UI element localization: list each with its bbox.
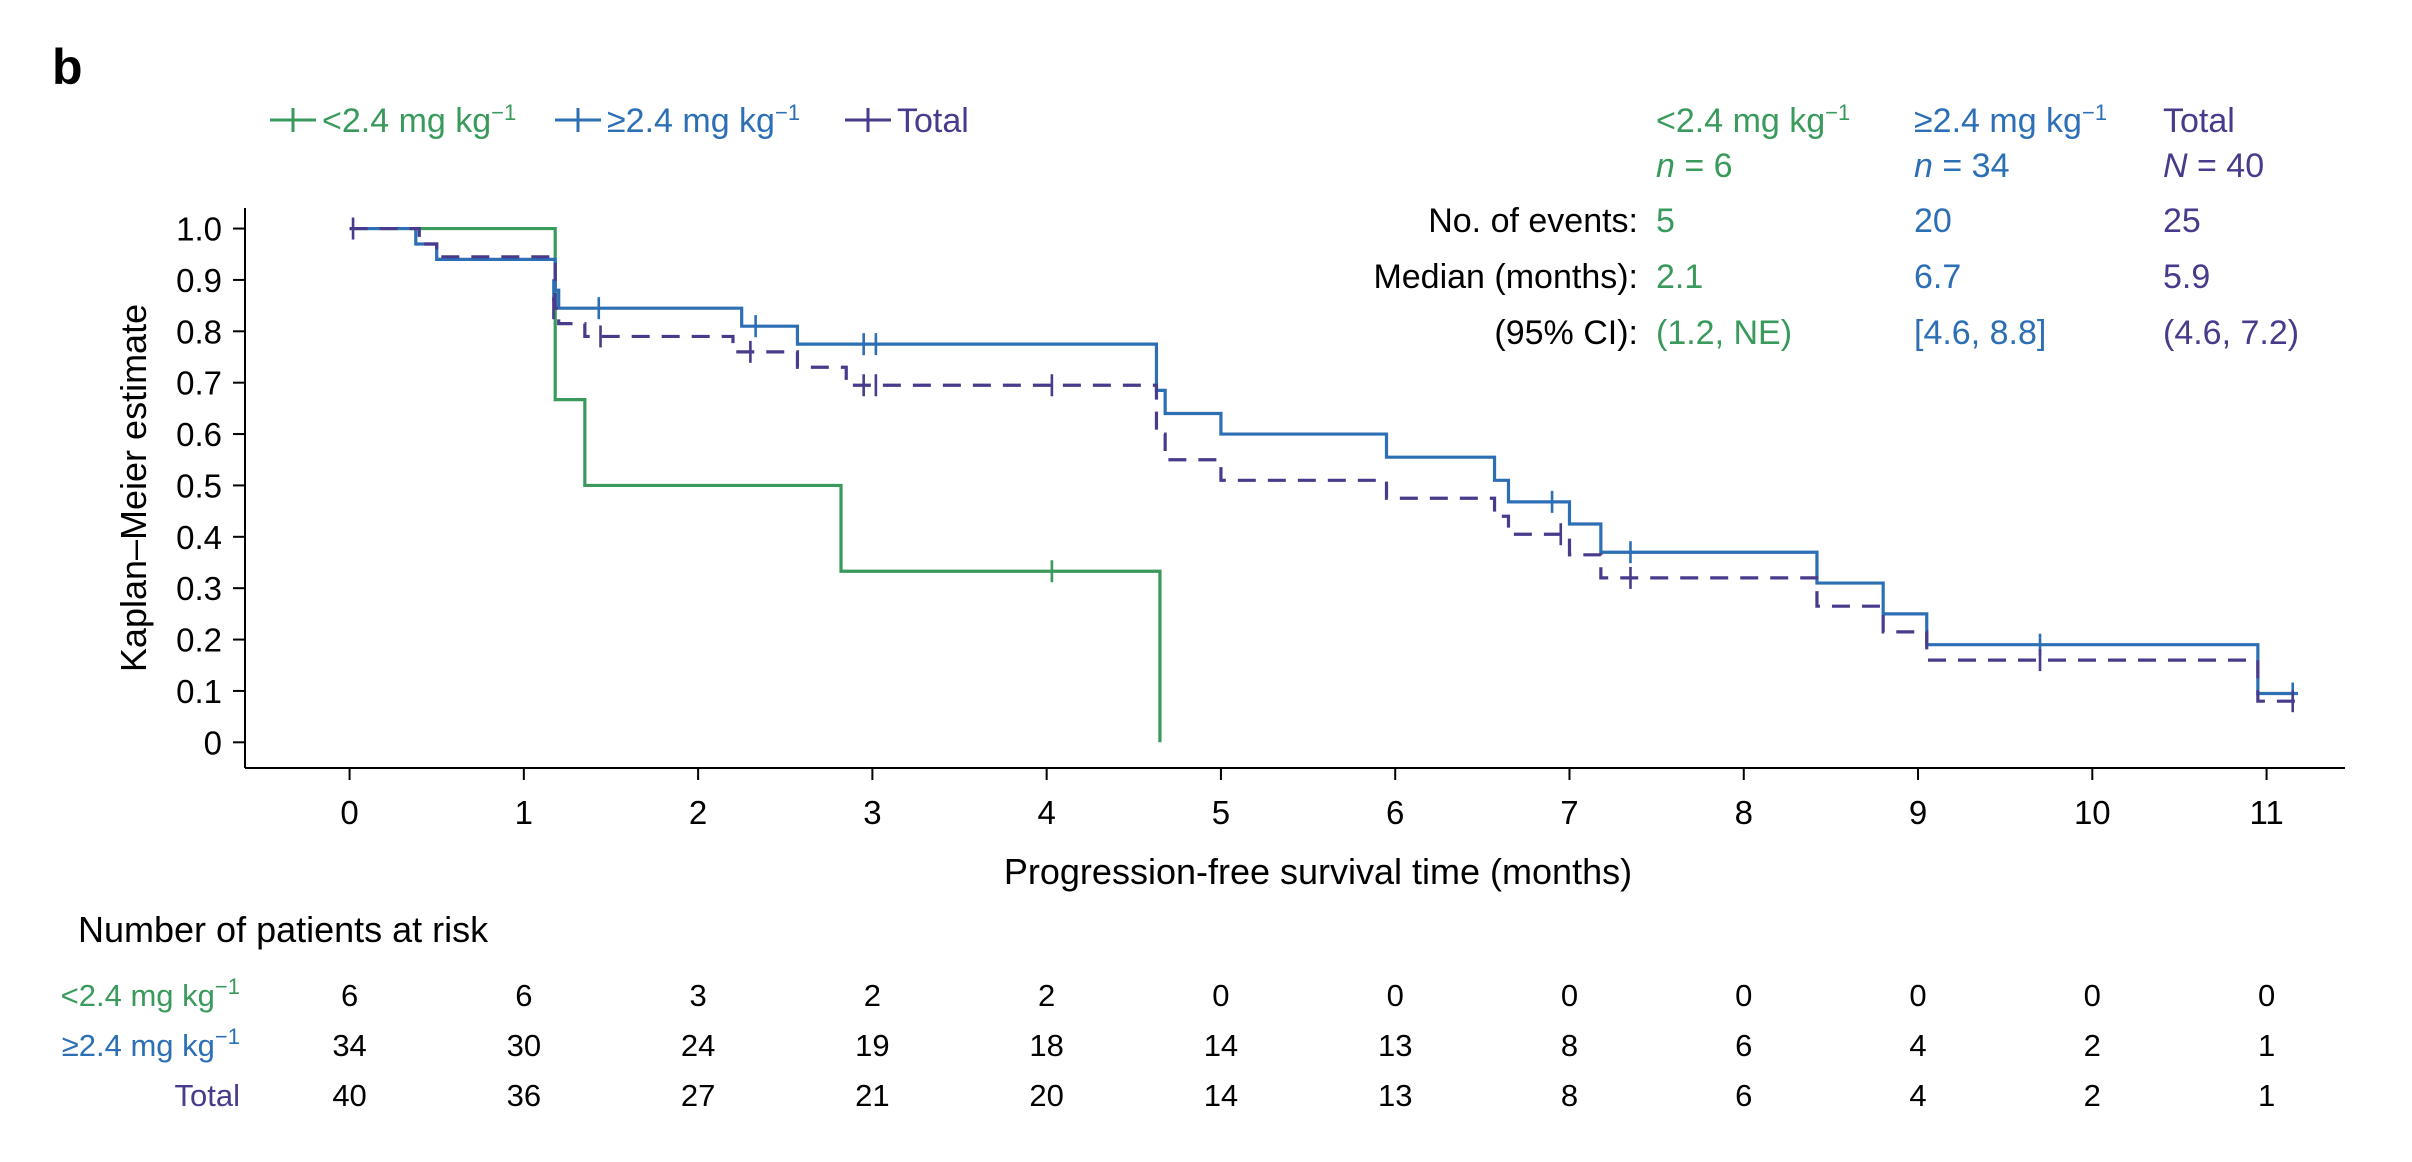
panel-label: b: [52, 39, 83, 95]
y-axis-label: Kaplan–Meier estimate: [113, 304, 154, 672]
risk-value-high: 8: [1561, 1028, 1578, 1063]
summary-header-high: ≥2.4 mg kg−1: [1914, 100, 2107, 141]
risk-value-high: 14: [1204, 1028, 1238, 1063]
risk-row-label-high: ≥2.4 mg kg−1: [62, 1024, 240, 1064]
y-tick-label: 0.2: [176, 622, 222, 659]
y-tick-label: 1.0: [176, 211, 222, 248]
risk-table-title: Number of patients at risk: [78, 909, 489, 950]
risk-value-total: 36: [507, 1078, 541, 1113]
risk-value-low: 0: [1561, 978, 1578, 1013]
summary-row-label: No. of events:: [1428, 202, 1638, 240]
summary-value-low: (1.2, NE): [1656, 314, 1792, 352]
risk-value-total: 6: [1735, 1078, 1752, 1113]
summary-value-high: [4.6, 8.8]: [1914, 314, 2046, 352]
summary-value-total: 25: [2163, 202, 2201, 240]
risk-value-low: 0: [2084, 978, 2101, 1013]
y-tick-label: 0.5: [176, 467, 222, 504]
summary-n-high: n = 34: [1914, 147, 2010, 185]
risk-value-low: 2: [1038, 978, 1055, 1013]
risk-value-low: 0: [1387, 978, 1404, 1013]
survival-curves: [349, 217, 2302, 743]
summary-n-low: n = 6: [1656, 147, 1733, 185]
y-tick-label: 0.9: [176, 262, 222, 299]
risk-row-label-low: <2.4 mg kg−1: [61, 974, 240, 1014]
risk-value-high: 34: [332, 1028, 366, 1063]
summary-value-high: 20: [1914, 202, 1952, 240]
risk-value-total: 13: [1378, 1078, 1412, 1113]
x-tick-label: 3: [863, 794, 881, 831]
risk-value-high: 4: [1909, 1028, 1926, 1063]
x-tick-label: 4: [1037, 794, 1055, 831]
legend: <2.4 mg kg−1 ≥2.4 mg kg−1 Total: [270, 100, 969, 141]
y-tick-label: 0.3: [176, 570, 222, 607]
summary-row-label: (95% CI):: [1494, 314, 1638, 352]
risk-value-high: 18: [1029, 1028, 1063, 1063]
x-tick-label: 6: [1386, 794, 1404, 831]
risk-value-high: 19: [855, 1028, 889, 1063]
risk-value-low: 3: [689, 978, 706, 1013]
risk-row-label-total: Total: [175, 1078, 240, 1113]
risk-value-high: 30: [507, 1028, 541, 1063]
x-tick-label: 7: [1560, 794, 1578, 831]
summary-value-high: 6.7: [1914, 258, 1961, 296]
risk-value-total: 21: [855, 1078, 889, 1113]
summary-value-total: 5.9: [2163, 258, 2210, 296]
y-tick-label: 0.7: [176, 365, 222, 402]
risk-value-high: 24: [681, 1028, 715, 1063]
x-tick-label: 0: [340, 794, 358, 831]
x-axis-label: Progression-free survival time (months): [1004, 851, 1632, 892]
risk-value-total: 27: [681, 1078, 715, 1113]
x-tick-label: 10: [2074, 794, 2111, 831]
summary-row-label: Median (months):: [1373, 258, 1638, 296]
y-tick-label: 0.4: [176, 519, 222, 556]
series-total-line: [349, 226, 2302, 703]
summary-value-low: 2.1: [1656, 258, 1703, 296]
risk-value-total: 1: [2258, 1078, 2275, 1113]
legend-label-total: Total: [897, 102, 969, 140]
legend-label-low: <2.4 mg kg−1: [322, 100, 516, 141]
risk-value-total: 8: [1561, 1078, 1578, 1113]
risk-value-total: 20: [1029, 1078, 1063, 1113]
summary-table: No. of events: Median (months): (95% CI): <…: [1373, 100, 2299, 353]
summary-value-low: 5: [1656, 202, 1675, 240]
risk-value-low: 0: [1735, 978, 1752, 1013]
x-tick-label: 1: [515, 794, 533, 831]
summary-header-low: <2.4 mg kg−1: [1656, 100, 1850, 141]
x-tick-label: 2: [689, 794, 707, 831]
summary-value-total: (4.6, 7.2): [2163, 314, 2299, 352]
risk-value-total: 14: [1204, 1078, 1238, 1113]
x-tick-label: 9: [1909, 794, 1927, 831]
risk-table: Number of patients at risk <2.4 mg kg−1 6 6…: [61, 909, 2276, 1113]
x-tick-label: 11: [2249, 794, 2283, 831]
series-high-line: [349, 226, 2298, 696]
risk-value-high: 1: [2258, 1028, 2275, 1063]
risk-value-high: 6: [1735, 1028, 1752, 1063]
series-low-line: [349, 226, 1162, 743]
risk-value-low: 0: [1909, 978, 1926, 1013]
y-tick-label: 0.6: [176, 416, 222, 453]
risk-value-high: 13: [1378, 1028, 1412, 1063]
risk-value-low: 0: [2258, 978, 2275, 1013]
y-tick-label: 0: [204, 724, 222, 761]
risk-value-low: 0: [1212, 978, 1229, 1013]
risk-value-low: 2: [864, 978, 881, 1013]
x-tick-label: 5: [1212, 794, 1230, 831]
risk-value-high: 2: [2084, 1028, 2101, 1063]
risk-value-total: 40: [332, 1078, 366, 1113]
x-tick-label: 8: [1735, 794, 1753, 831]
summary-n-total: N = 40: [2163, 147, 2264, 185]
summary-header-total: Total: [2163, 102, 2235, 140]
risk-value-total: 4: [1909, 1078, 1926, 1113]
risk-value-total: 2: [2084, 1078, 2101, 1113]
axes: 1.0 0.9 0.8 0.7 0.6 0.5 0.4 0.3 0.2 0.1 0 0 1 2 3 4 5 6 7 8…: [113, 208, 2345, 892]
legend-label-high: ≥2.4 mg kg−1: [607, 100, 800, 141]
risk-value-low: 6: [515, 978, 532, 1013]
y-tick-label: 0.8: [176, 313, 222, 350]
y-tick-label: 0.1: [176, 673, 222, 710]
risk-value-low: 6: [341, 978, 358, 1013]
